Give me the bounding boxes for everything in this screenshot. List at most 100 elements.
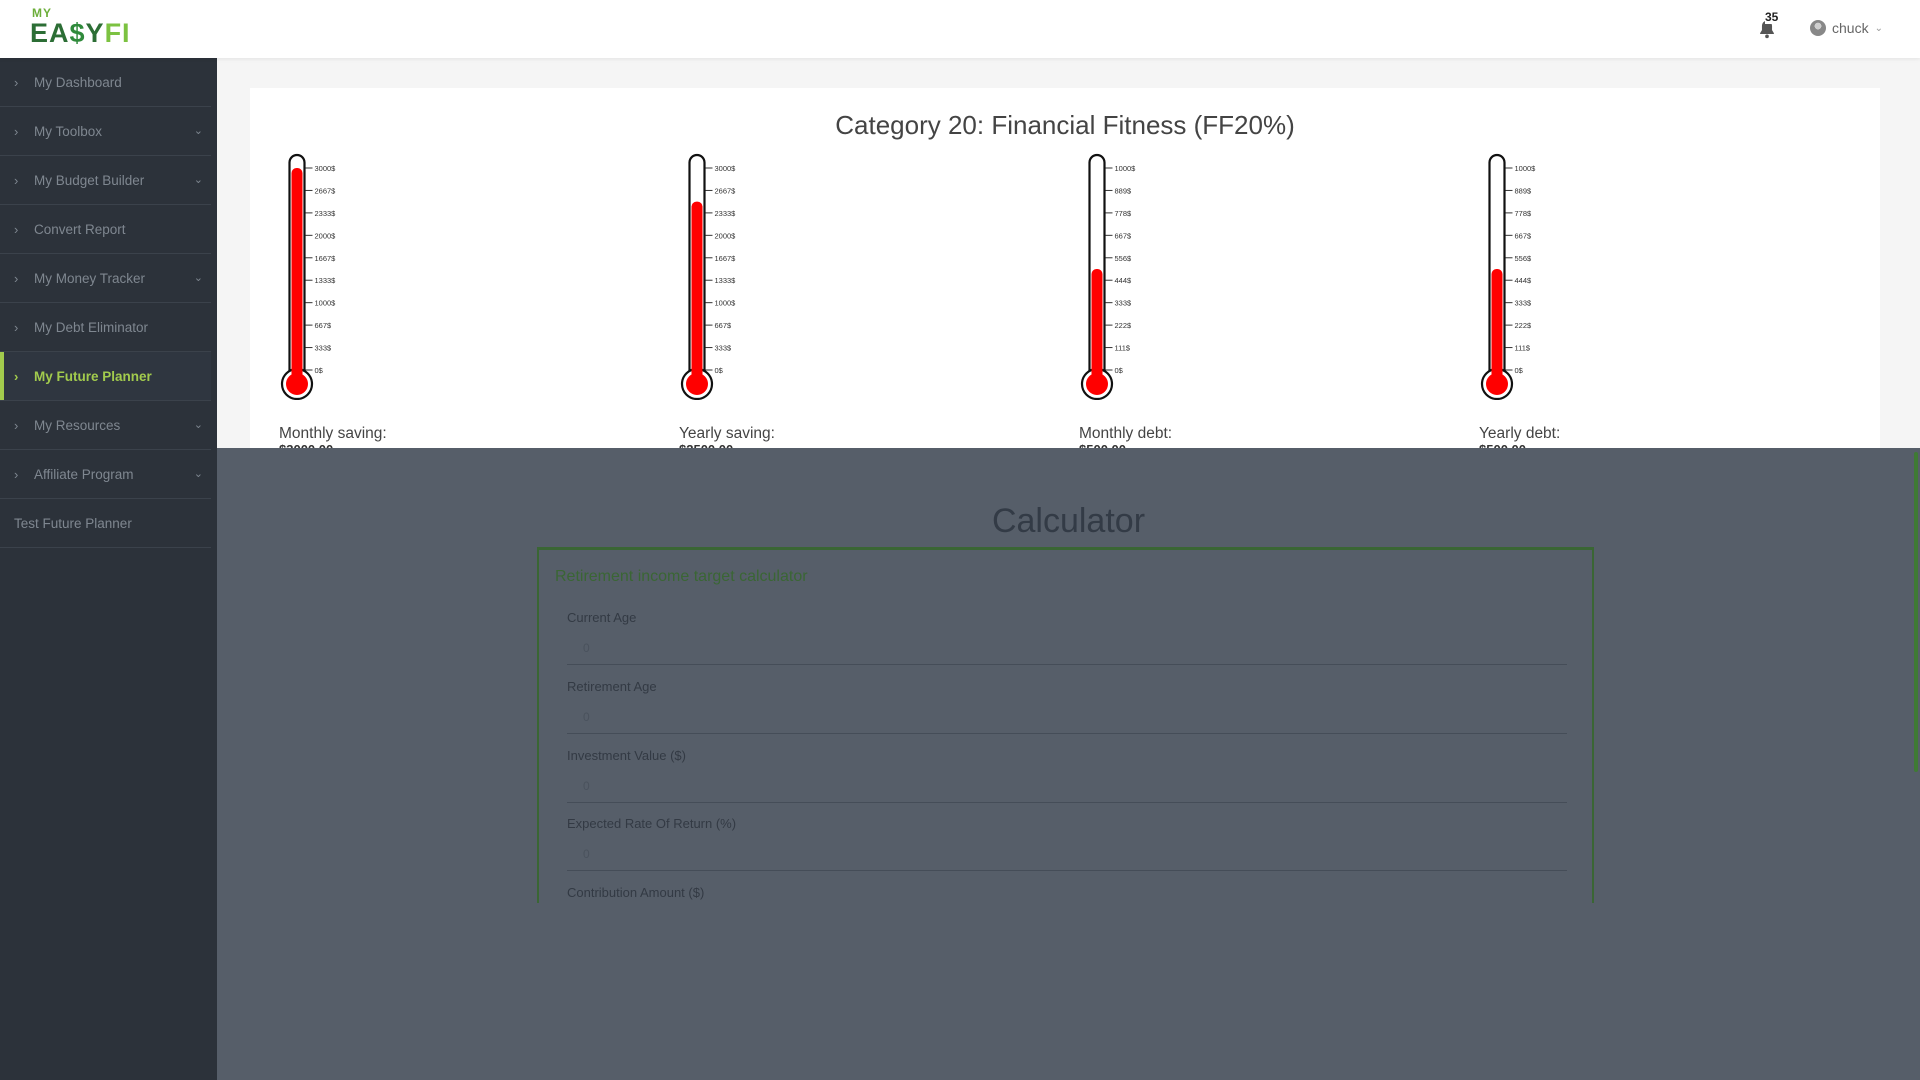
thermometer-monthly-saving: 3000$ 2667$ 2333$ 2000$ 1667$ 1333$ 1000$ 667$ 3…	[278, 150, 478, 401]
thermometer-mercury	[1091, 269, 1103, 384]
tick-label: 1000$	[315, 299, 337, 308]
tick-label: 667$	[1115, 231, 1133, 240]
chevron-right-icon: ›	[14, 221, 19, 237]
field-label: Retirement Age	[567, 679, 657, 694]
sidebar-item-test-future-planner[interactable]: Test Future Planner	[0, 499, 211, 548]
tick-label: 111$	[1115, 344, 1131, 353]
notification-badge: 35	[1765, 10, 1779, 24]
chevron-right-icon: ›	[14, 466, 19, 482]
retirement-age-field: Retirement Age 0	[567, 679, 1567, 734]
field-label: Current Age	[567, 610, 637, 625]
card-title: Retirement income target calculator	[555, 568, 808, 585]
scrollbar-thumb[interactable]	[1914, 452, 1918, 772]
field-label: Investment Value ($)	[567, 748, 686, 763]
tick-label: 333$	[315, 344, 333, 353]
tick-label: 1000$	[1115, 164, 1137, 173]
gauge-label: Monthly saving:	[279, 425, 387, 442]
tick-label: 1333$	[315, 276, 337, 285]
chevron-down-icon: ⌄	[193, 419, 203, 431]
tick-label: 2667$	[715, 186, 737, 195]
tick-label: 1667$	[715, 254, 737, 263]
tick-label: 556$	[1515, 254, 1533, 263]
tick-label: 444$	[1515, 276, 1533, 285]
tick-label: 0$	[1115, 366, 1124, 375]
myeasyfi-logo[interactable]: MY EA$YFI	[30, 6, 155, 52]
sidebar-item-budget-builder[interactable]: › My Budget Builder ⌄	[0, 156, 211, 205]
username: chuck	[1832, 20, 1869, 36]
tick-label: 2333$	[715, 209, 737, 218]
gauge-label: Yearly debt:	[1479, 425, 1561, 442]
sidebar-item-label: My Resources	[34, 417, 121, 433]
chevron-right-icon: ›	[14, 417, 19, 433]
tick-label: 667$	[315, 321, 333, 330]
page-title: Category 20: Financial Fitness (FF20%)	[835, 110, 1295, 140]
tick-label: 0$	[315, 366, 324, 375]
tick-label: 889$	[1515, 186, 1533, 195]
tick-label: 222$	[1515, 321, 1533, 330]
top-header: MY EA$YFI 35 chuck ⌄	[0, 0, 1920, 58]
current-age-input[interactable]: 0	[567, 635, 1567, 665]
thermometer-bulb	[686, 373, 708, 395]
chevron-right-icon: ›	[14, 74, 19, 90]
sidebar-item-future-planner[interactable]: › My Future Planner	[0, 352, 211, 401]
chevron-right-icon: ›	[14, 368, 19, 384]
sidebar-item-label: My Toolbox	[34, 123, 103, 139]
tick-label: 222$	[1115, 321, 1133, 330]
chevron-down-icon: ⌄	[193, 468, 203, 480]
calculator-title: Calculator	[991, 502, 1146, 540]
bell-icon[interactable]	[1756, 18, 1778, 40]
tick-label: 0$	[1515, 366, 1524, 375]
avatar	[1810, 20, 1826, 36]
tick-label: 3000$	[315, 164, 337, 173]
tick-label: 2667$	[315, 186, 337, 195]
rate-of-return-field: Expected Rate Of Return (%) 0	[567, 816, 1567, 871]
chevron-down-icon: ⌄	[193, 272, 203, 284]
sidebar-item-debt-eliminator[interactable]: › My Debt Eliminator	[0, 303, 211, 352]
contribution-amount-field: Contribution Amount ($)	[567, 885, 1567, 903]
sidebar-item-money-tracker[interactable]: › My Money Tracker ⌄	[0, 254, 211, 303]
chevron-right-icon: ›	[14, 172, 19, 188]
tick-label: 1000$	[1515, 164, 1537, 173]
tick-label: 778$	[1515, 209, 1533, 218]
gauge-label: Monthly debt:	[1079, 425, 1173, 442]
sidebar-item-resources[interactable]: › My Resources ⌄	[0, 401, 211, 450]
investment-value-input[interactable]: 0	[567, 773, 1567, 803]
current-age-field: Current Age 0	[567, 610, 1567, 665]
sidebar-item-label: Test Future Planner	[14, 515, 132, 531]
chevron-down-icon: ⌄	[1874, 22, 1883, 34]
rate-of-return-input[interactable]: 0	[567, 841, 1567, 871]
chevron-right-icon: ›	[14, 270, 19, 286]
thermometer-bulb	[1486, 373, 1508, 395]
tick-label: 2000$	[315, 231, 337, 240]
tick-label: 1333$	[715, 276, 737, 285]
field-label: Expected Rate Of Return (%)	[567, 816, 737, 831]
tick-label: 778$	[1115, 209, 1133, 218]
chevron-down-icon: ⌄	[193, 125, 203, 137]
sidebar-item-label: Convert Report	[34, 221, 126, 237]
thermometer-bulb	[1086, 373, 1108, 395]
retirement-age-input[interactable]: 0	[567, 704, 1567, 734]
sidebar-item-toolbox[interactable]: › My Toolbox ⌄	[0, 107, 211, 156]
thermometer-yearly-debt: 1000$ 889$ 778$ 667$ 556$ 444$ 333$ 222$ 111$ 0$	[1478, 150, 1678, 401]
tick-label: 667$	[1515, 231, 1533, 240]
sidebar-item-affiliate-program[interactable]: › Affiliate Program ⌄	[0, 450, 211, 499]
tick-label: 667$	[715, 321, 733, 330]
tick-label: 2333$	[315, 209, 337, 218]
thermometer-mercury	[691, 201, 703, 384]
sidebar-item-label: My Money Tracker	[34, 270, 146, 286]
gauge-label: Yearly saving:	[679, 425, 775, 442]
tick-label: 333$	[715, 344, 733, 353]
tick-label: 1667$	[315, 254, 337, 263]
tick-label: 889$	[1115, 186, 1133, 195]
sidebar-item-dashboard[interactable]: › My Dashboard	[0, 58, 211, 107]
tick-label: 556$	[1115, 254, 1133, 263]
modal-backdrop[interactable]	[217, 448, 1920, 1080]
investment-value-field: Investment Value ($) 0	[567, 748, 1567, 803]
chevron-right-icon: ›	[14, 319, 19, 335]
sidebar-item-label: My Budget Builder	[34, 172, 145, 188]
user-menu[interactable]: chuck ⌄	[1810, 20, 1883, 36]
sidebar-item-convert-report[interactable]: › Convert Report	[0, 205, 211, 254]
tick-label: 1000$	[715, 299, 737, 308]
chevron-right-icon: ›	[14, 123, 19, 139]
tick-label: 111$	[1515, 344, 1531, 353]
